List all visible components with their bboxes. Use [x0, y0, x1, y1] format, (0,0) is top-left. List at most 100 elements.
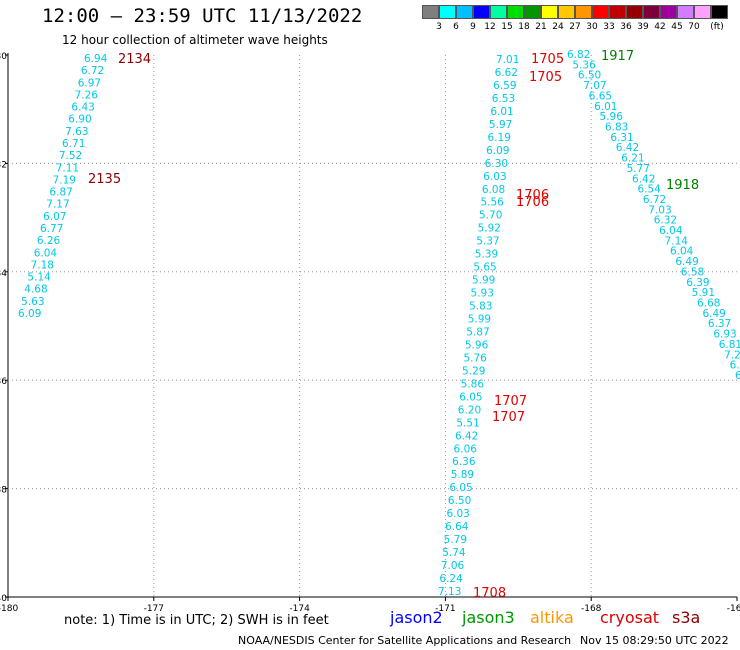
colorbar-label: 18	[518, 22, 530, 32]
lat-tick-label: -30	[0, 52, 7, 62]
wave-height-label: 7.52	[59, 150, 82, 162]
colorbar-cell-12	[626, 5, 643, 19]
time-label: 1705	[529, 70, 562, 85]
footer-note: note: 1) Time is in UTC; 2) SWH is in fe…	[64, 613, 329, 628]
wave-height-label: 7.13	[438, 586, 461, 598]
legend-jason3: jason3	[462, 608, 515, 627]
wave-height-label: 5.29	[462, 365, 485, 377]
wave-height-label: 5.14	[27, 272, 51, 284]
legend-cryosat: cryosat	[600, 608, 660, 627]
wave-height-label: 5.86	[461, 378, 485, 390]
time-label: 2135	[88, 172, 121, 187]
time-label: 1707	[494, 394, 527, 409]
wave-height-label: 6	[735, 370, 740, 382]
colorbar-label: 21	[535, 22, 547, 32]
lon-tick-label: -177	[144, 604, 164, 614]
colorbar-cell-13	[643, 5, 660, 19]
lon-tick-label: -180	[0, 604, 18, 614]
colorbar-label: 27	[569, 22, 581, 32]
map-subtitle: 12 hour collection of altimeter wave hei…	[62, 33, 328, 47]
wave-height-label: 5.93	[471, 288, 494, 300]
wave-height-label: 6.49	[675, 256, 698, 268]
colorbar-cell-2	[456, 5, 473, 19]
wave-height-label: 5.83	[469, 301, 492, 313]
colorbar-label: 30	[586, 22, 598, 32]
wave-height-label: 7.26	[75, 89, 99, 101]
colorbar-cell-0	[422, 5, 439, 19]
wave-height-label: 7.20	[724, 349, 740, 361]
colorbar-label: (ft)	[710, 22, 724, 32]
wave-height-label: 5.74	[442, 547, 466, 559]
wave-height-label: 6.04	[670, 246, 694, 258]
wave-height-label: 7.03	[648, 204, 671, 216]
wave-height-label: 6.43	[71, 102, 94, 114]
wave-height-label: 5.96	[600, 111, 624, 123]
wave-height-label: 6.87	[49, 187, 72, 199]
wave-height-label: 6.53	[492, 93, 515, 105]
colorbar-cell-3	[473, 5, 490, 19]
legend-jason2: jason2	[390, 608, 443, 627]
lon-tick-label: -165	[727, 604, 740, 614]
wave-height-label: 6.08	[482, 184, 505, 196]
lon-tick-label: -174	[289, 604, 310, 614]
wave-height-label: 6.54	[637, 184, 661, 196]
wave-height-label: 6.50	[578, 70, 601, 82]
wave-height-label: 6.49	[702, 308, 725, 320]
colorbar-label: 45	[671, 22, 683, 32]
time-label: 1706	[516, 188, 549, 203]
colorbar-cell-7	[541, 5, 558, 19]
lat-tick-label: -40	[0, 594, 7, 604]
colorbar-label: 36	[620, 22, 632, 32]
wave-height-label: 6.82	[567, 49, 590, 61]
lat-tick-label: -36	[0, 377, 7, 387]
colorbar-cell-9	[575, 5, 592, 19]
colorbar-label: 9	[470, 22, 476, 32]
wave-height-label: 6.07	[43, 211, 66, 223]
wave-height-label: 5.56	[480, 197, 504, 209]
wave-height-label: 5.37	[476, 236, 499, 248]
wave-height-label: 6.03	[446, 508, 469, 520]
colorbar-cell-17	[711, 5, 728, 19]
time-label: 1707	[492, 410, 525, 425]
lon-tick-label: -171	[435, 604, 455, 614]
map-title: 12:00 — 23:59 UTC 11/13/2022	[42, 5, 363, 27]
wave-height-label: 7.11	[56, 162, 79, 174]
colorbar-cell-5	[507, 5, 524, 19]
wave-height-label: 6.50	[448, 495, 471, 507]
wave-height-label: 6.26	[37, 235, 61, 247]
wave-height-label: 7.07	[583, 80, 606, 92]
wave-height-label: 5.63	[21, 296, 44, 308]
lat-tick-label: -38	[0, 486, 7, 496]
wave-height-label: 6.58	[681, 266, 704, 278]
wave-height-label: 6.36	[452, 456, 476, 468]
wave-height-label: 6.32	[654, 215, 677, 227]
wave-height-label: 6.59	[493, 80, 516, 92]
colorbar-label: 24	[552, 22, 564, 32]
colorbar-label: 39	[637, 22, 649, 32]
time-label: 1917	[601, 49, 634, 64]
wave-height-label: 6.72	[643, 194, 666, 206]
colorbar-label: 3	[436, 22, 442, 32]
wave-height-label: 6.71	[62, 138, 85, 150]
wave-height-label: 6.04	[659, 225, 683, 237]
time-label: 2134	[118, 52, 151, 67]
colorbar-label: 15	[501, 22, 513, 32]
colorbar-label: 70	[688, 22, 700, 32]
timestamp-text: Nov 15 08:29:50 UTC 2022	[580, 634, 729, 647]
wave-height-label: 6.05	[459, 391, 482, 403]
wave-height-label: 5.36	[572, 59, 596, 71]
wave-height-label: 6.31	[610, 132, 633, 144]
wave-height-label: 5.77	[627, 163, 650, 175]
wave-height-label: 6.83	[605, 121, 628, 133]
wave-height-label: 6.42	[616, 142, 639, 154]
wave-height-label: 5.97	[489, 119, 512, 131]
wave-height-label: 6.42	[632, 173, 655, 185]
colorbar-cell-8	[558, 5, 575, 19]
wave-height-label: 6.01	[490, 106, 513, 118]
colorbar-label: 6	[453, 22, 459, 32]
wave-height-label: 6.05	[449, 482, 472, 494]
wave-height-label: 6.37	[708, 318, 731, 330]
wave-height-label: 6.42	[455, 430, 478, 442]
wave-height-label: 6.20	[458, 404, 481, 416]
